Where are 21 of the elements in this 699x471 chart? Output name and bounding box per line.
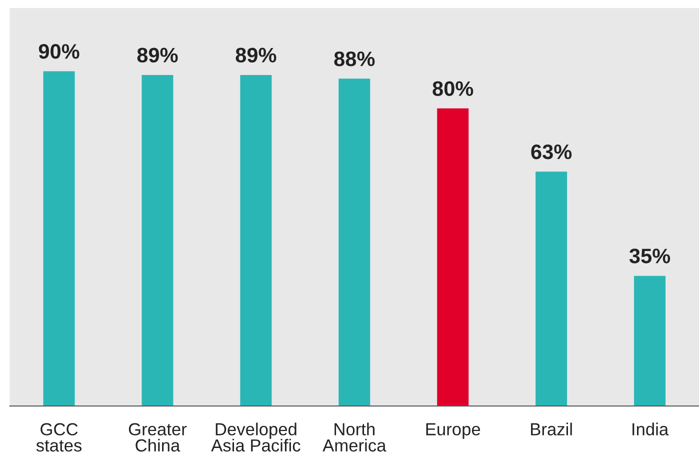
bar bbox=[43, 71, 75, 406]
data-label: 89% bbox=[236, 48, 276, 63]
data-label: 80% bbox=[432, 81, 474, 96]
x-tick-label: India bbox=[632, 422, 669, 436]
data-label: 90% bbox=[38, 44, 80, 59]
data-label: 63% bbox=[531, 144, 572, 160]
data-label: 35% bbox=[629, 248, 670, 264]
bar bbox=[437, 108, 469, 406]
bar bbox=[634, 276, 666, 406]
data-label: 89% bbox=[137, 48, 178, 63]
bar bbox=[240, 74, 272, 406]
bar bbox=[536, 172, 568, 406]
bar bbox=[338, 78, 370, 406]
x-tick-label: Europe bbox=[426, 423, 480, 439]
x-tick-label: North America bbox=[322, 422, 386, 452]
data-label: 88% bbox=[334, 51, 375, 66]
x-tick-label: Greater China bbox=[128, 423, 187, 452]
x-tick-label: Brazil bbox=[531, 422, 572, 436]
x-tick-label: Developed Asia Pacific bbox=[211, 422, 300, 452]
bar bbox=[142, 74, 174, 406]
x-tick-label: GCC states bbox=[36, 423, 82, 452]
